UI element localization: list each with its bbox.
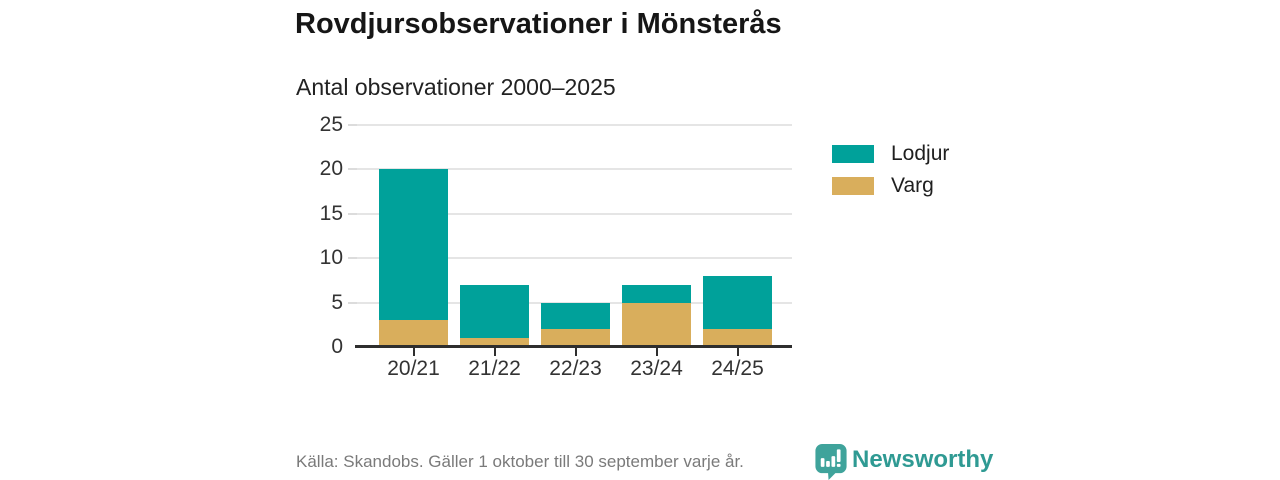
y-axis-tick — [348, 124, 357, 126]
legend-label: Varg — [891, 174, 934, 197]
x-axis-label: 21/22 — [468, 357, 521, 380]
x-axis-labels: 20/21 21/22 22/23 23/24 24/25 — [357, 357, 792, 385]
legend-label: Lodjur — [891, 142, 950, 165]
x-axis-tick — [655, 347, 658, 356]
bar-segment-lodjur-21-22 — [460, 284, 529, 339]
x-axis-label: 22/23 — [549, 357, 602, 380]
y-axis-labels: 0 5 10 15 20 25 — [285, 113, 343, 358]
bar-segment-lodjur-20-21 — [379, 169, 448, 321]
x-axis-tick — [412, 347, 415, 356]
gridline — [357, 124, 792, 126]
y-axis-tick — [348, 212, 357, 215]
x-axis-tick — [736, 347, 739, 356]
y-axis-label: 25 — [319, 113, 343, 136]
x-axis-label: 24/25 — [711, 357, 764, 380]
y-axis-label: 0 — [331, 335, 343, 358]
bar-segment-varg-21-22 — [460, 338, 529, 347]
y-axis-tick — [348, 301, 357, 304]
y-axis-label: 20 — [319, 157, 343, 181]
legend-swatch-varg — [832, 177, 874, 195]
y-axis-label: 5 — [331, 290, 343, 314]
legend-row-varg: Varg — [832, 174, 949, 197]
bar-segment-lodjur-24-25 — [703, 275, 772, 330]
x-axis-tick — [493, 347, 496, 356]
x-axis-label: 20/21 — [387, 357, 440, 380]
bar-segment-varg-20-21 — [379, 320, 448, 347]
x-axis-line — [355, 345, 792, 348]
bar-segment-lodjur-23-24 — [622, 284, 691, 303]
chart-title: Rovdjursobservationer i Mönsterås — [295, 8, 782, 40]
x-axis-tick — [574, 347, 577, 356]
y-axis-label: 15 — [319, 201, 343, 225]
y-axis-tick — [348, 168, 357, 171]
gridline — [357, 301, 792, 304]
plot-area — [348, 124, 792, 356]
x-axis-label: 23/24 — [630, 357, 683, 380]
legend-row-lodjur: Lodjur — [832, 142, 950, 165]
y-axis-tick — [348, 257, 357, 260]
source-note: Källa: Skandobs. Gäller 1 oktober till 3… — [296, 452, 744, 471]
y-axis-label: 10 — [319, 246, 343, 270]
legend-swatch-lodjur — [832, 145, 874, 163]
legend: Lodjur Varg — [832, 142, 950, 209]
bar-segment-varg-23-24 — [622, 302, 691, 347]
gridline — [357, 257, 792, 260]
bar-segment-varg-24-25 — [703, 329, 772, 347]
newsworthy-wordmark: Newsworthy — [852, 446, 994, 473]
gridline — [357, 212, 792, 215]
newsworthy-logo-icon — [815, 443, 847, 480]
bar-segment-varg-22-23 — [541, 329, 610, 347]
gridline — [357, 168, 792, 171]
bar-segment-lodjur-22-23 — [541, 302, 610, 330]
chart-subtitle: Antal observationer 2000–2025 — [296, 74, 616, 100]
